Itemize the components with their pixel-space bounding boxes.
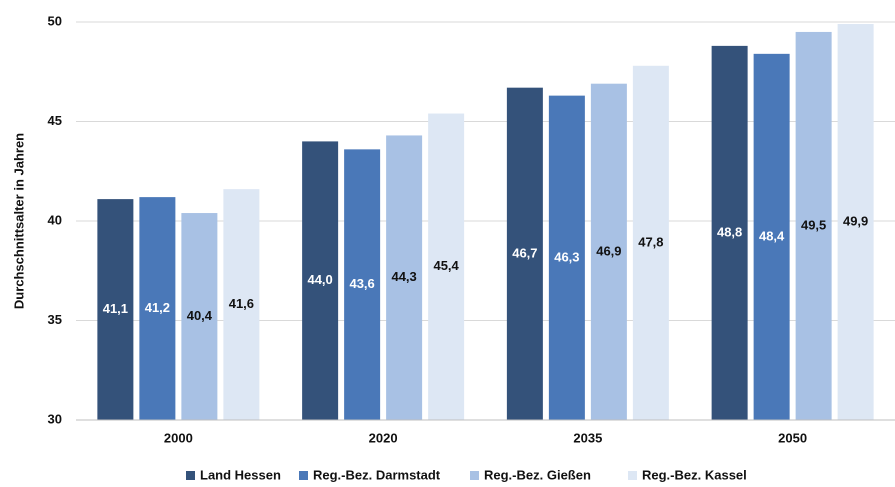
x-tick-label: 2020 xyxy=(369,430,398,445)
data-label: 41,2 xyxy=(145,300,170,315)
x-tick-label: 2035 xyxy=(573,430,602,445)
bar xyxy=(506,87,543,421)
bar xyxy=(97,199,134,420)
bar xyxy=(139,197,176,420)
bar xyxy=(590,83,627,420)
data-label: 48,4 xyxy=(759,228,785,243)
data-label: 46,3 xyxy=(554,249,579,264)
data-label: 46,9 xyxy=(596,243,621,258)
bar xyxy=(711,45,748,420)
data-label: 49,5 xyxy=(801,217,826,232)
bar xyxy=(548,95,585,420)
data-label: 40,4 xyxy=(187,308,213,323)
bar xyxy=(795,31,832,420)
data-label: 47,8 xyxy=(638,234,663,249)
bar xyxy=(837,23,874,421)
y-tick-label: 40 xyxy=(48,212,62,227)
x-tick-label: 2000 xyxy=(164,430,193,445)
y-tick-label: 30 xyxy=(48,411,62,426)
bar xyxy=(181,213,218,420)
data-label: 49,9 xyxy=(843,213,868,228)
y-tick-label: 45 xyxy=(48,113,62,128)
legend-label: Land Hessen xyxy=(200,467,281,482)
legend-swatch xyxy=(299,471,308,480)
y-tick-label: 35 xyxy=(48,312,62,327)
legend-label: Reg.-Bez. Kassel xyxy=(642,467,747,482)
data-label: 44,3 xyxy=(391,269,416,284)
data-label: 45,4 xyxy=(433,258,459,273)
data-label: 41,6 xyxy=(229,296,254,311)
legend-label: Reg.-Bez. Darmstadt xyxy=(313,467,441,482)
data-label: 44,0 xyxy=(307,272,332,287)
data-label: 41,1 xyxy=(103,301,128,316)
legend-swatch xyxy=(628,471,637,480)
bar xyxy=(344,149,381,421)
data-label: 48,8 xyxy=(717,224,742,239)
data-label: 46,7 xyxy=(512,245,537,260)
y-axis-label: Durchschnittsalter in Jahren xyxy=(11,133,26,309)
legend-swatch xyxy=(186,471,195,480)
bar xyxy=(386,135,423,420)
bar xyxy=(428,113,465,420)
data-label: 43,6 xyxy=(349,276,374,291)
bar xyxy=(632,65,669,420)
bar xyxy=(753,53,790,421)
legend-swatch xyxy=(470,471,479,480)
y-tick-label: 50 xyxy=(48,13,62,28)
legend-label: Reg.-Bez. Gießen xyxy=(484,467,591,482)
bar xyxy=(302,141,339,420)
x-tick-label: 2050 xyxy=(778,430,807,445)
bar xyxy=(223,189,260,420)
